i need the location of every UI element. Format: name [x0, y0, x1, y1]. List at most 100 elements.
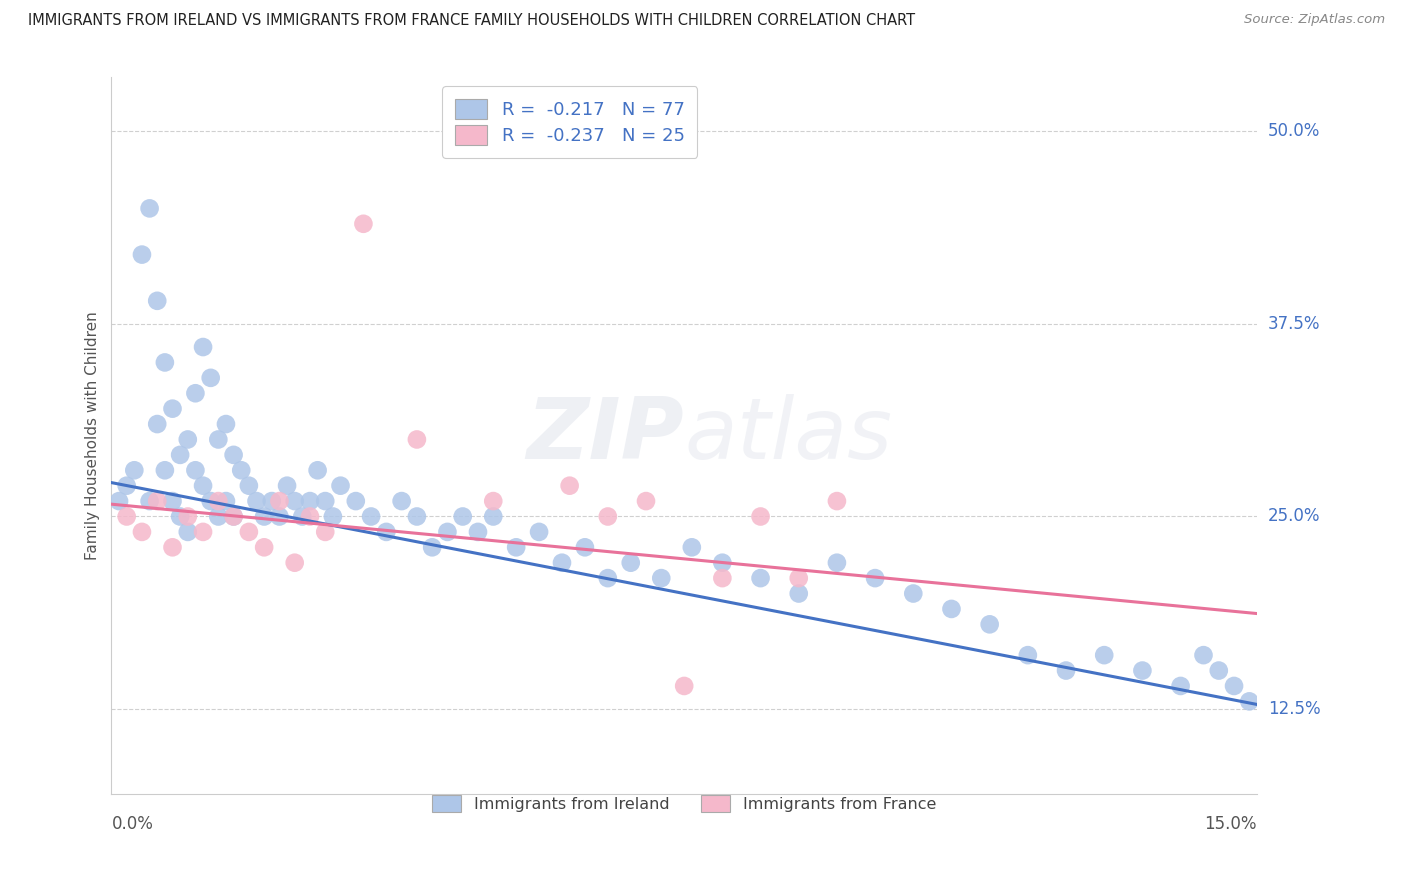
Y-axis label: Family Households with Children: Family Households with Children	[86, 311, 100, 560]
Point	[298, 509, 321, 524]
Point	[307, 463, 329, 477]
Point	[191, 478, 214, 492]
Point	[375, 524, 398, 539]
Point	[314, 524, 336, 539]
Point	[253, 541, 276, 555]
Point	[284, 556, 307, 570]
Point	[360, 509, 382, 524]
Point	[207, 494, 229, 508]
Point	[391, 494, 413, 508]
Point	[749, 571, 772, 585]
Text: IMMIGRANTS FROM IRELAND VS IMMIGRANTS FROM FRANCE FAMILY HOUSEHOLDS WITH CHILDRE: IMMIGRANTS FROM IRELAND VS IMMIGRANTS FR…	[28, 13, 915, 29]
Point	[711, 571, 734, 585]
Point	[222, 509, 245, 524]
Point	[482, 509, 505, 524]
Point	[177, 524, 200, 539]
Point	[238, 524, 260, 539]
Point	[238, 478, 260, 492]
Point	[596, 571, 619, 585]
Point	[467, 524, 489, 539]
Point	[269, 494, 291, 508]
Point	[1170, 679, 1192, 693]
Point	[527, 524, 550, 539]
Point	[298, 494, 321, 508]
Point	[124, 463, 146, 477]
Point	[184, 463, 207, 477]
Text: 25.0%: 25.0%	[1268, 508, 1320, 525]
Text: 15.0%: 15.0%	[1205, 815, 1257, 833]
Point	[558, 478, 581, 492]
Point	[207, 433, 229, 447]
Point	[787, 571, 810, 585]
Point	[551, 556, 574, 570]
Point	[131, 247, 153, 261]
Point	[344, 494, 367, 508]
Point	[711, 556, 734, 570]
Text: atlas: atlas	[685, 394, 893, 477]
Point	[406, 433, 429, 447]
Point	[153, 355, 176, 369]
Point	[863, 571, 886, 585]
Point	[177, 509, 200, 524]
Point	[322, 509, 344, 524]
Point	[787, 586, 810, 600]
Point	[1239, 694, 1261, 708]
Point	[1092, 648, 1115, 662]
Point	[215, 494, 238, 508]
Point	[620, 556, 643, 570]
Point	[420, 541, 443, 555]
Point	[191, 340, 214, 354]
Point	[169, 509, 191, 524]
Point	[115, 509, 138, 524]
Point	[1132, 664, 1154, 678]
Text: 50.0%: 50.0%	[1268, 122, 1320, 140]
Text: 37.5%: 37.5%	[1268, 315, 1320, 333]
Point	[1192, 648, 1215, 662]
Point	[482, 494, 505, 508]
Point	[650, 571, 672, 585]
Point	[436, 524, 458, 539]
Point	[291, 509, 314, 524]
Point	[153, 463, 176, 477]
Point	[634, 494, 657, 508]
Point	[451, 509, 474, 524]
Text: 12.5%: 12.5%	[1268, 700, 1320, 718]
Point	[596, 509, 619, 524]
Point	[207, 509, 229, 524]
Point	[1054, 664, 1077, 678]
Point	[200, 494, 222, 508]
Point	[749, 509, 772, 524]
Point	[177, 433, 200, 447]
Point	[406, 509, 429, 524]
Point	[215, 417, 238, 431]
Point	[284, 494, 307, 508]
Text: 0.0%: 0.0%	[111, 815, 153, 833]
Point	[162, 494, 184, 508]
Point	[253, 509, 276, 524]
Point	[222, 448, 245, 462]
Point	[162, 541, 184, 555]
Point	[329, 478, 352, 492]
Point	[138, 202, 160, 216]
Point	[260, 494, 283, 508]
Point	[184, 386, 207, 401]
Point	[1208, 664, 1230, 678]
Point	[276, 478, 298, 492]
Point	[146, 293, 169, 308]
Point	[231, 463, 253, 477]
Point	[1017, 648, 1039, 662]
Text: ZIP: ZIP	[527, 394, 685, 477]
Point	[314, 494, 336, 508]
Point	[825, 556, 848, 570]
Point	[191, 524, 214, 539]
Point	[162, 401, 184, 416]
Point	[941, 602, 963, 616]
Point	[505, 541, 527, 555]
Point	[979, 617, 1001, 632]
Point	[169, 448, 191, 462]
Legend: Immigrants from Ireland, Immigrants from France: Immigrants from Ireland, Immigrants from…	[419, 782, 949, 825]
Point	[352, 217, 374, 231]
Text: Source: ZipAtlas.com: Source: ZipAtlas.com	[1244, 13, 1385, 27]
Point	[574, 541, 596, 555]
Point	[115, 478, 138, 492]
